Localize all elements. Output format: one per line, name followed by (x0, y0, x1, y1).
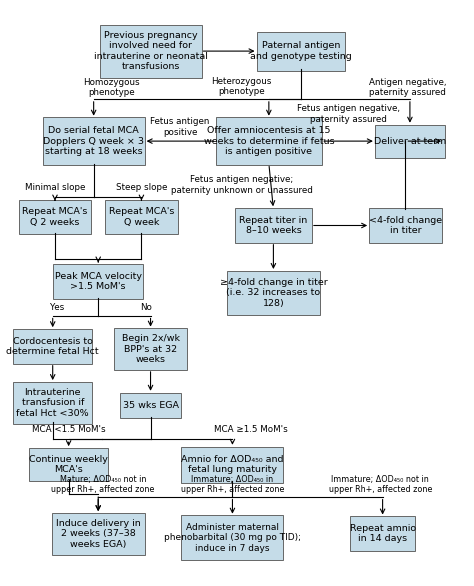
FancyBboxPatch shape (227, 271, 320, 315)
Text: Previous pregnancy
involved need for
intrauterine or neonatal
transfusions: Previous pregnancy involved need for int… (93, 31, 208, 71)
Text: Homozygous
phenotype: Homozygous phenotype (83, 78, 140, 97)
Text: Cordocentesis to
determine fetal Hct: Cordocentesis to determine fetal Hct (6, 337, 99, 356)
Text: Administer maternal
phenobarbital (30 mg po TID);
induce in 7 days: Administer maternal phenobarbital (30 mg… (164, 523, 301, 553)
Text: Mature; ΔOD₄₅₀ not in
upper Rh+, affected zone: Mature; ΔOD₄₅₀ not in upper Rh+, affecte… (51, 475, 155, 494)
Text: <4-fold change
in titer: <4-fold change in titer (369, 216, 442, 235)
FancyBboxPatch shape (43, 117, 145, 165)
FancyBboxPatch shape (13, 382, 92, 424)
Text: Repeat titer in
8–10 weeks: Repeat titer in 8–10 weeks (239, 216, 308, 235)
FancyBboxPatch shape (182, 447, 283, 483)
FancyBboxPatch shape (256, 32, 345, 70)
Text: Steep slope: Steep slope (116, 183, 167, 192)
FancyBboxPatch shape (114, 328, 187, 370)
FancyBboxPatch shape (216, 117, 322, 165)
FancyBboxPatch shape (350, 516, 415, 551)
Text: Peak MCA velocity
>1.5 MoM's: Peak MCA velocity >1.5 MoM's (55, 272, 142, 291)
Text: Minimal slope: Minimal slope (25, 183, 85, 192)
FancyBboxPatch shape (19, 200, 91, 234)
FancyBboxPatch shape (235, 208, 312, 243)
FancyBboxPatch shape (105, 200, 178, 234)
Text: Repeat MCA's
Q week: Repeat MCA's Q week (109, 207, 174, 227)
Text: Begin 2x/wk
BPP's at 32
weeks: Begin 2x/wk BPP's at 32 weeks (121, 335, 180, 364)
Text: Repeat MCA's
Q 2 weeks: Repeat MCA's Q 2 weeks (22, 207, 88, 227)
FancyBboxPatch shape (120, 393, 181, 418)
Text: No: No (140, 302, 152, 312)
Text: Offer amniocentesis at 15
weeks to determine if fetus
is antigen positive: Offer amniocentesis at 15 weeks to deter… (203, 126, 334, 156)
Text: Do serial fetal MCA
Dopplers Q week × 3
starting at 18 weeks: Do serial fetal MCA Dopplers Q week × 3 … (43, 126, 144, 156)
Text: Immature; ΔOD₄₅₀ in
upper Rh+, affected zone: Immature; ΔOD₄₅₀ in upper Rh+, affected … (181, 475, 284, 494)
FancyBboxPatch shape (369, 208, 442, 243)
Text: Fetus antigen
positive: Fetus antigen positive (150, 117, 210, 137)
FancyBboxPatch shape (375, 124, 445, 158)
Text: ≥4-fold change in titer
(i.e. 32 increases to
128): ≥4-fold change in titer (i.e. 32 increas… (219, 278, 327, 308)
Text: Heterozygous
phenotype: Heterozygous phenotype (211, 77, 272, 96)
Text: MCA <1.5 MoM's: MCA <1.5 MoM's (32, 425, 105, 434)
Text: Amnio for ΔOD₄₅₀ and
fetal lung maturity: Amnio for ΔOD₄₅₀ and fetal lung maturity (181, 455, 284, 474)
FancyBboxPatch shape (100, 25, 201, 77)
Text: MCA ≥1.5 MoM's: MCA ≥1.5 MoM's (214, 425, 288, 434)
Text: Fetus antigen negative,
paternity assured: Fetus antigen negative, paternity assure… (297, 104, 400, 124)
Text: Induce delivery in
2 weeks (37–38
weeks EGA): Induce delivery in 2 weeks (37–38 weeks … (56, 519, 141, 548)
Text: Continue weekly
MCA's: Continue weekly MCA's (29, 455, 108, 474)
FancyBboxPatch shape (53, 264, 144, 299)
Text: Deliver at term: Deliver at term (374, 137, 446, 145)
Text: Intrauterine
transfusion if
fetal Hct <30%: Intrauterine transfusion if fetal Hct <3… (17, 388, 89, 418)
Text: 35 wks EGA: 35 wks EGA (123, 401, 179, 410)
FancyBboxPatch shape (29, 448, 108, 481)
Text: Fetus antigen negative;
paternity unknown or unassured: Fetus antigen negative; paternity unknow… (171, 175, 312, 195)
Text: Antigen negative,
paternity assured: Antigen negative, paternity assured (369, 78, 447, 97)
Text: Yes: Yes (50, 302, 64, 312)
FancyBboxPatch shape (52, 513, 145, 554)
FancyBboxPatch shape (182, 516, 283, 560)
Text: Paternal antigen
and genotype testing: Paternal antigen and genotype testing (250, 42, 352, 61)
Text: Repeat amnio
in 14 days: Repeat amnio in 14 days (349, 524, 416, 543)
Text: Immature; ΔOD₄₅₀ not in
upper Rh+, affected zone: Immature; ΔOD₄₅₀ not in upper Rh+, affec… (328, 475, 432, 494)
FancyBboxPatch shape (13, 329, 92, 364)
